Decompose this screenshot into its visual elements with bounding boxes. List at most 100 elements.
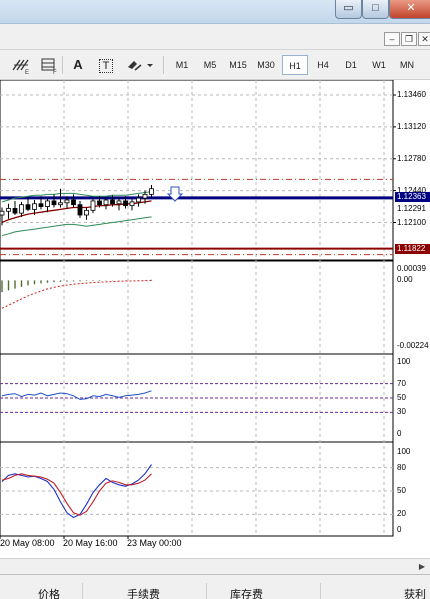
second-price-tag: 1.12291 [395, 203, 430, 214]
indicator-pane-frame [0, 441, 394, 537]
chart-toolbar: E F A T M1 M5 M15 M30 H1 H4 D1 W1 MN [0, 50, 430, 80]
column-header-profit[interactable]: 获利 [404, 589, 426, 599]
mdi-restore-button[interactable]: ❐ [401, 32, 417, 46]
price-tick-label: 1.13120 [397, 121, 426, 131]
indicator-pane-frame [0, 260, 394, 355]
chart-canvas[interactable] [0, 80, 430, 558]
chart-area[interactable]: 1.13460 1.13120 1.12780 1.12440 1.12100 1.123… [0, 80, 430, 558]
mdi-minimize-icon: ‒ [389, 34, 395, 44]
candle-body [90, 200, 96, 211]
fibonacci-fan-button[interactable]: F [38, 55, 60, 76]
mdi-minimize-button[interactable]: ‒ [384, 32, 400, 46]
price-tick-label: 1.13460 [397, 90, 426, 99]
timeframe-button-h4[interactable]: H4 [317, 60, 329, 70]
column-divider[interactable] [82, 583, 83, 599]
candle-body [97, 200, 102, 206]
time-axis-label: 23 May 00:00 [127, 538, 182, 548]
text-tool-button[interactable]: A [67, 55, 89, 75]
minimize-icon: ▭ [343, 2, 354, 14]
indicator-pane-frame [0, 80, 394, 261]
candle-body [0, 210, 5, 216]
time-axis-label: 20 May 08:00 [0, 538, 55, 548]
down-arrow-marker-icon [166, 186, 184, 202]
timeframe-button-h1[interactable]: H1 [282, 55, 308, 75]
timeframe-button-m15[interactable]: M15 [229, 60, 247, 70]
candle-body [129, 201, 135, 207]
stochastic-axis-label: 20 [397, 509, 406, 519]
price-tick-label: 1.12100 [397, 217, 426, 227]
fibonacci-tool-button[interactable]: E [10, 55, 32, 76]
timeframe-button-m30[interactable]: M30 [257, 60, 275, 70]
bid-price-tag: 1.12363 [395, 191, 430, 202]
timeframe-button-mn[interactable]: MN [400, 60, 414, 70]
arrows-tool-button[interactable] [124, 55, 154, 75]
candle-body [136, 197, 141, 203]
stochastic-axis-label: 50 [397, 486, 406, 495]
window-title-bar: ▭ □ ✕ [0, 0, 430, 24]
candle-body [149, 188, 154, 195]
stochastic-axis-label: 80 [397, 462, 406, 472]
toolbar-separator [163, 56, 164, 74]
minimize-window-button[interactable]: ▭ [335, 0, 362, 19]
rsi-axis-label: 30 [397, 407, 406, 417]
toolbar-separator [62, 56, 63, 74]
price-tick-label: 1.12440 [397, 185, 426, 195]
timeframe-button-m1[interactable]: M1 [175, 60, 189, 70]
candle-body [71, 199, 76, 206]
fibonacci-tool-icon: E [12, 59, 29, 76]
column-divider[interactable] [320, 583, 321, 599]
candle-body [103, 199, 109, 206]
envelope-band-line [1, 216, 152, 237]
stochastic-axis-label: 100 [397, 447, 411, 456]
candle-body [84, 209, 89, 216]
column-header-swap[interactable]: 库存费 [230, 589, 263, 599]
candle-body [12, 208, 18, 214]
maximize-window-button[interactable]: □ [362, 0, 389, 19]
macd-signal-line [1, 279, 152, 309]
text-box-icon: T [99, 59, 113, 73]
mdi-control-bar: ‒ ❐ ✕ [0, 24, 430, 50]
candle-body [45, 200, 50, 207]
rsi-axis-label: 100 [397, 357, 411, 366]
column-header-price[interactable]: 价格 [38, 589, 60, 599]
mdi-close-button[interactable]: ✕ [418, 32, 430, 46]
terminal-panel-header: 价格 手续费 库存费 获利 [0, 574, 430, 599]
candle-body [19, 204, 24, 214]
candle-body [51, 200, 57, 206]
stochastic-signal-line [1, 473, 152, 516]
candle-body [116, 200, 122, 205]
chart-horizontal-scrollbar[interactable]: ▶ [0, 558, 430, 574]
column-header-commission[interactable]: 手续费 [127, 589, 160, 599]
rsi-axis-label: 50 [397, 393, 406, 402]
rsi-axis-label: 70 [397, 378, 406, 388]
scroll-right-icon[interactable]: ▶ [418, 562, 426, 571]
timeframe-button-d1[interactable]: D1 [345, 60, 357, 70]
price-tick-label: 1.12780 [397, 153, 426, 163]
rsi-line [1, 390, 152, 400]
close-window-button[interactable]: ✕ [389, 0, 430, 19]
mdi-close-icon: ✕ [421, 34, 429, 44]
candle-body [38, 203, 44, 207]
candle-body [6, 208, 11, 212]
column-divider[interactable] [206, 583, 207, 599]
candle-body [110, 199, 115, 205]
candle-body [58, 202, 63, 206]
macd-axis-label: 0.00 [397, 275, 413, 285]
timeframe-button-m5[interactable]: M5 [203, 60, 217, 70]
timeframe-button-w1[interactable]: W1 [372, 60, 386, 70]
stochastic-axis-label: 0 [397, 525, 402, 534]
candle-body [77, 204, 83, 216]
fibonacci-fan-icon: F [41, 58, 57, 76]
mdi-restore-icon: ❐ [404, 34, 414, 44]
candle-body [64, 199, 70, 204]
time-axis-label: 20 May 16:00 [63, 538, 118, 548]
text-box-tool-button[interactable]: T [95, 55, 117, 75]
rsi-axis-label: 0 [397, 429, 402, 438]
stochastic-main-line [1, 464, 152, 519]
maximize-icon: □ [372, 2, 379, 14]
candle-body [123, 200, 128, 207]
candle-body [142, 193, 148, 199]
lower-price-tag: 1.11822 [395, 243, 430, 254]
candle-body [25, 204, 31, 210]
